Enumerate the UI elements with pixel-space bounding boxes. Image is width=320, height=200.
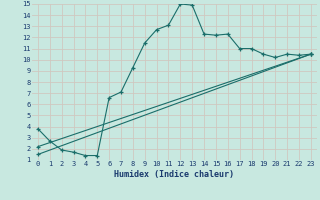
X-axis label: Humidex (Indice chaleur): Humidex (Indice chaleur) (115, 170, 234, 179)
